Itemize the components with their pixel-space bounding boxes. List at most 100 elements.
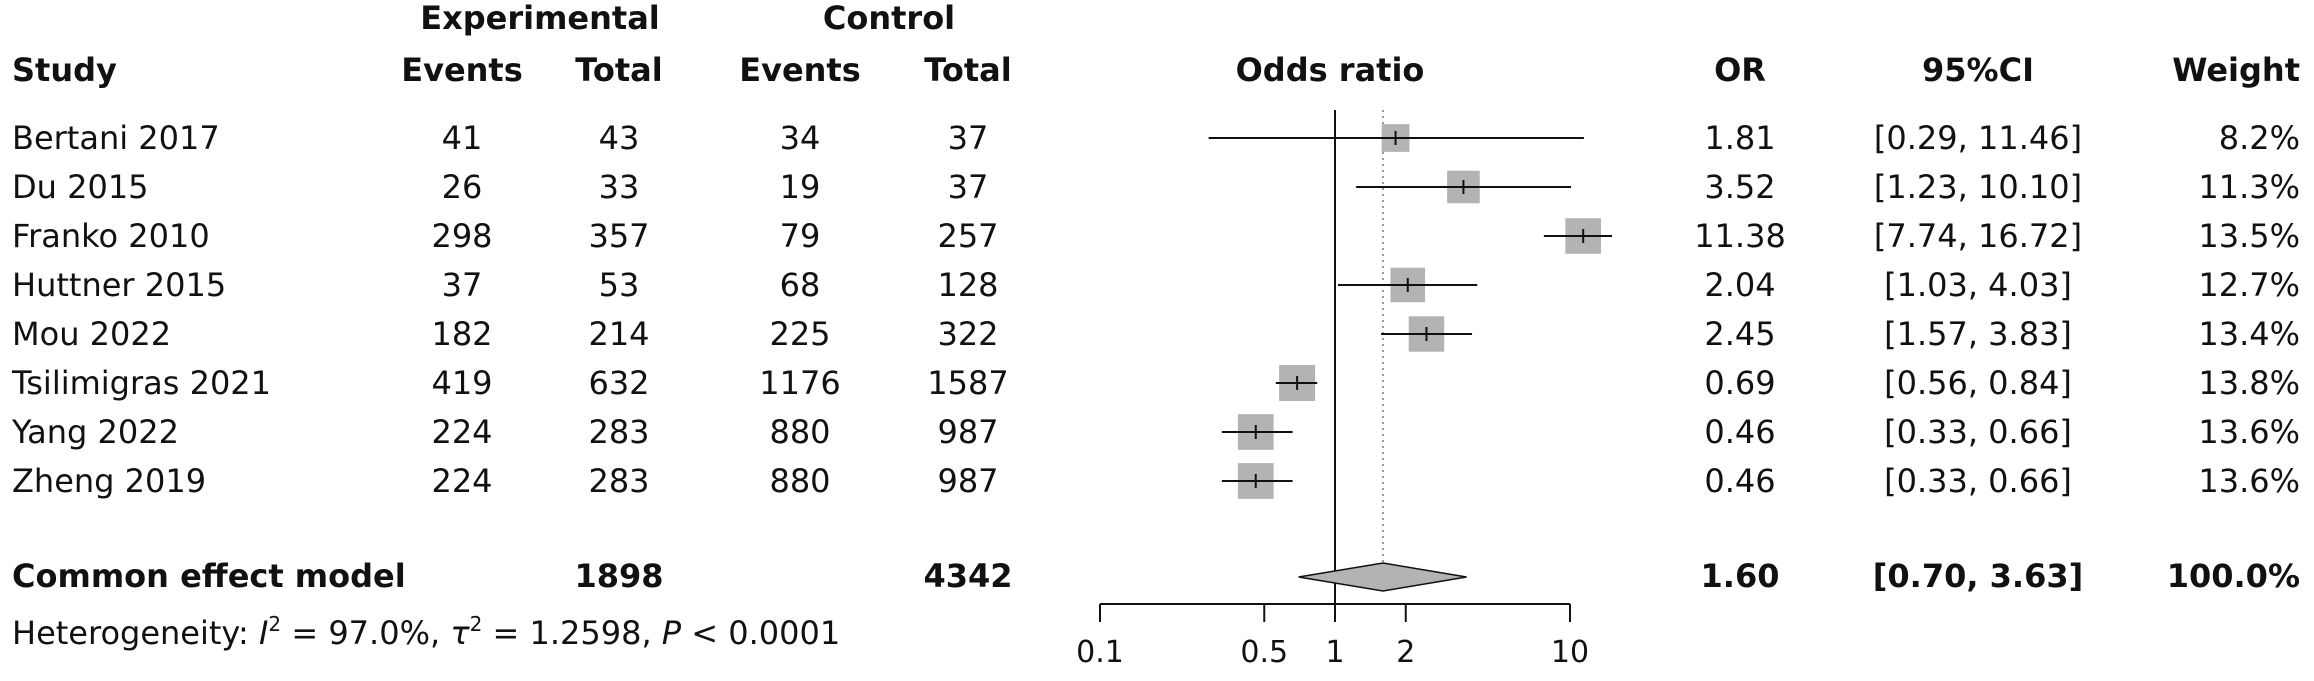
exp-total-cell: 283 <box>588 413 649 451</box>
het-i2-symbol: I <box>259 614 268 652</box>
or-cell: 2.04 <box>1704 266 1775 304</box>
or-cell: 1.81 <box>1704 119 1775 157</box>
plot-marks: 0.1 0.5 1 2 10 <box>1076 110 1612 670</box>
exp-events-cell: 26 <box>442 168 483 206</box>
ci-cell: [1.03, 4.03] <box>1884 266 2072 304</box>
exp-total-cell: 53 <box>599 266 640 304</box>
study-name: Du 2015 <box>12 168 149 206</box>
summary-exp-total: 1898 <box>574 557 663 595</box>
study-name: Bertani 2017 <box>12 119 220 157</box>
x-tick-label: 0.1 <box>1076 635 1124 670</box>
study-name: Huttner 2015 <box>12 266 226 304</box>
ci-cell: [1.57, 3.83] <box>1884 315 2072 353</box>
exp-events-cell: 182 <box>431 315 492 353</box>
het-i2-value: = 97.0%, <box>281 614 450 652</box>
weight-header: Weight <box>2172 51 2300 89</box>
x-tick-label: 2 <box>1396 635 1415 670</box>
ctrl-events-cell: 34 <box>780 119 821 157</box>
summary-ctrl-total: 4342 <box>923 557 1012 595</box>
het-tau-sup: 2 <box>470 612 483 636</box>
exp-events-header: Events <box>401 51 523 89</box>
study-header: Study <box>12 51 117 89</box>
or-cell: 0.69 <box>1704 364 1775 402</box>
ci-cell: [0.56, 0.84] <box>1884 364 2072 402</box>
het-i2-sup: 2 <box>268 612 281 636</box>
weight-cell: 13.8% <box>2198 364 2300 402</box>
study-name: Tsilimigras 2021 <box>11 364 271 402</box>
ctrl-total-cell: 1587 <box>927 364 1008 402</box>
ctrl-events-cell: 225 <box>769 315 830 353</box>
x-tick-label: 0.5 <box>1240 635 1288 670</box>
weight-cell: 13.4% <box>2198 315 2300 353</box>
weight-cell: 12.7% <box>2198 266 2300 304</box>
or-cell: 2.45 <box>1704 315 1775 353</box>
ctrl-events-cell: 880 <box>769 462 830 500</box>
exp-total-cell: 43 <box>599 119 640 157</box>
ci-header: 95%CI <box>1922 51 2034 89</box>
ctrl-total-cell: 987 <box>937 413 998 451</box>
ctrl-events-header: Events <box>739 51 861 89</box>
study-name: Zheng 2019 <box>12 462 206 500</box>
ctrl-events-cell: 68 <box>780 266 821 304</box>
het-tau-symbol: τ <box>450 614 470 652</box>
exp-events-cell: 37 <box>442 266 483 304</box>
ci-cell: [0.33, 0.66] <box>1884 413 2072 451</box>
exp-total-cell: 632 <box>588 364 649 402</box>
weight-cell: 13.6% <box>2198 413 2300 451</box>
exp-total-cell: 33 <box>599 168 640 206</box>
het-p-symbol: P <box>662 614 682 652</box>
ctrl-total-cell: 257 <box>937 217 998 255</box>
or-cell: 0.46 <box>1704 413 1775 451</box>
ci-cell: [0.33, 0.66] <box>1884 462 2072 500</box>
ctrl-total-cell: 322 <box>937 315 998 353</box>
exp-events-cell: 41 <box>442 119 483 157</box>
exp-events-cell: 419 <box>431 364 492 402</box>
x-tick-label: 10 <box>1551 635 1589 670</box>
study-name: Mou 2022 <box>12 315 171 353</box>
ctrl-events-cell: 880 <box>769 413 830 451</box>
study-rows: Bertani 2017 41 43 34 37 1.81 [0.29, 11.46] 8.2… <box>11 119 2300 500</box>
weight-cell: 13.6% <box>2198 462 2300 500</box>
ci-cell: [1.23, 10.10] <box>1874 168 2082 206</box>
study-name: Franko 2010 <box>12 217 210 255</box>
exp-events-cell: 224 <box>431 462 492 500</box>
exp-total-cell: 214 <box>588 315 649 353</box>
ctrl-events-cell: 79 <box>780 217 821 255</box>
summary-or: 1.60 <box>1701 557 1780 595</box>
het-p-value: < 0.0001 <box>681 614 840 652</box>
summary-weight: 100.0% <box>2167 557 2300 595</box>
ctrl-total-cell: 128 <box>937 266 998 304</box>
summary-label: Common effect model <box>12 557 406 595</box>
het-prefix: Heterogeneity: <box>12 614 259 652</box>
exp-events-cell: 224 <box>431 413 492 451</box>
or-header: OR <box>1714 51 1766 89</box>
weight-cell: 8.2% <box>2219 119 2300 157</box>
ctrl-total-cell: 37 <box>948 119 989 157</box>
ctrl-total-header: Total <box>924 51 1011 89</box>
ctrl-total-cell: 37 <box>948 168 989 206</box>
heterogeneity-text: Heterogeneity: I2 = 97.0%, τ2 = 1.2598, … <box>12 612 840 652</box>
control-header: Control <box>823 0 955 37</box>
ctrl-events-cell: 1176 <box>759 364 840 402</box>
weight-cell: 11.3% <box>2198 168 2300 206</box>
summary-diamond <box>1298 562 1467 592</box>
exp-total-cell: 283 <box>588 462 649 500</box>
odds-ratio-header: Odds ratio <box>1236 51 1425 89</box>
study-name: Yang 2022 <box>11 413 179 451</box>
het-tau-value: = 1.2598, <box>482 614 661 652</box>
exp-events-cell: 298 <box>431 217 492 255</box>
or-cell: 3.52 <box>1704 168 1775 206</box>
x-tick-label: 1 <box>1325 635 1344 670</box>
or-cell: 0.46 <box>1704 462 1775 500</box>
weight-cell: 13.5% <box>2198 217 2300 255</box>
ctrl-total-cell: 987 <box>937 462 998 500</box>
summary-ci: [0.70, 3.63] <box>1873 557 2083 595</box>
exp-total-header: Total <box>575 51 662 89</box>
ci-cell: [7.74, 16.72] <box>1874 217 2082 255</box>
experimental-header: Experimental <box>420 0 660 37</box>
or-cell: 11.38 <box>1694 217 1786 255</box>
ci-cell: [0.29, 11.46] <box>1874 119 2082 157</box>
ctrl-events-cell: 19 <box>780 168 821 206</box>
exp-total-cell: 357 <box>588 217 649 255</box>
